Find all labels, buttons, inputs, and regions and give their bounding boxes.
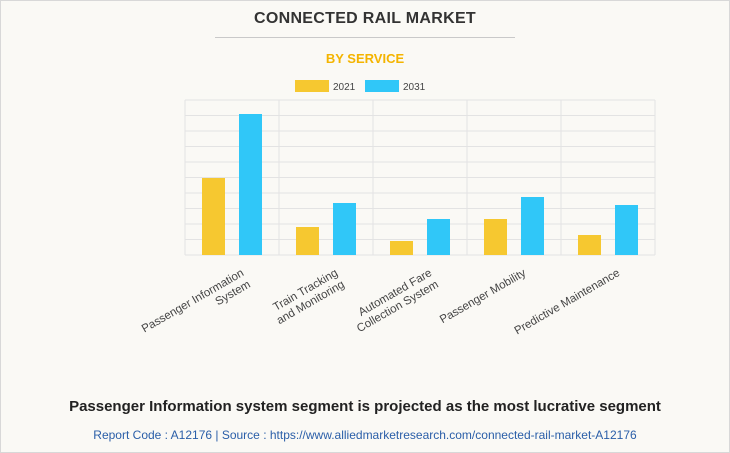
- x-axis-labels: Passenger InformationSystem Train Trackin…: [140, 267, 623, 347]
- bar-2021-1: [296, 227, 319, 255]
- x-tick-label-1: Train Trackingand Monitoring: [268, 267, 346, 327]
- legend-swatch-2031: [365, 80, 399, 92]
- bar-2021-4: [578, 235, 601, 255]
- chart-grid: [184, 99, 656, 256]
- chart-legend: 2021 2031: [295, 80, 426, 93]
- bar-chart: 2021 2031 Passenger InformationSystem Trai…: [140, 80, 656, 347]
- title-divider: [215, 37, 515, 38]
- x-tick-label-4: Predictive Maintenance: [513, 267, 623, 337]
- legend-label-2031: 2031: [403, 82, 426, 93]
- chart-bars: [202, 114, 638, 255]
- bar-2031-1: [333, 203, 356, 255]
- bar-2031-3: [521, 197, 544, 255]
- x-tick-label-3: Passenger Mobility: [438, 267, 528, 326]
- x-tick-label-2: Automated FareCollection System: [348, 267, 440, 335]
- bar-2021-3: [484, 219, 507, 255]
- bar-2031-2: [427, 219, 450, 255]
- bar-2031-0: [239, 114, 262, 255]
- bar-2031-4: [615, 205, 638, 255]
- bar-2021-0: [202, 178, 225, 255]
- chart-subtitle: BY SERVICE: [325, 51, 405, 66]
- x-tick-label-0: Passenger InformationSystem: [140, 267, 253, 347]
- bar-2021-2: [390, 241, 413, 255]
- legend-swatch-2021: [295, 80, 329, 92]
- chart-title: CONNECTED RAIL MARKET: [253, 10, 476, 27]
- legend-label-2021: 2021: [333, 82, 356, 93]
- headline-caption: Passenger Information system segment is …: [69, 398, 661, 415]
- source-footer: Report Code : A12176 | Source : https://…: [93, 428, 637, 442]
